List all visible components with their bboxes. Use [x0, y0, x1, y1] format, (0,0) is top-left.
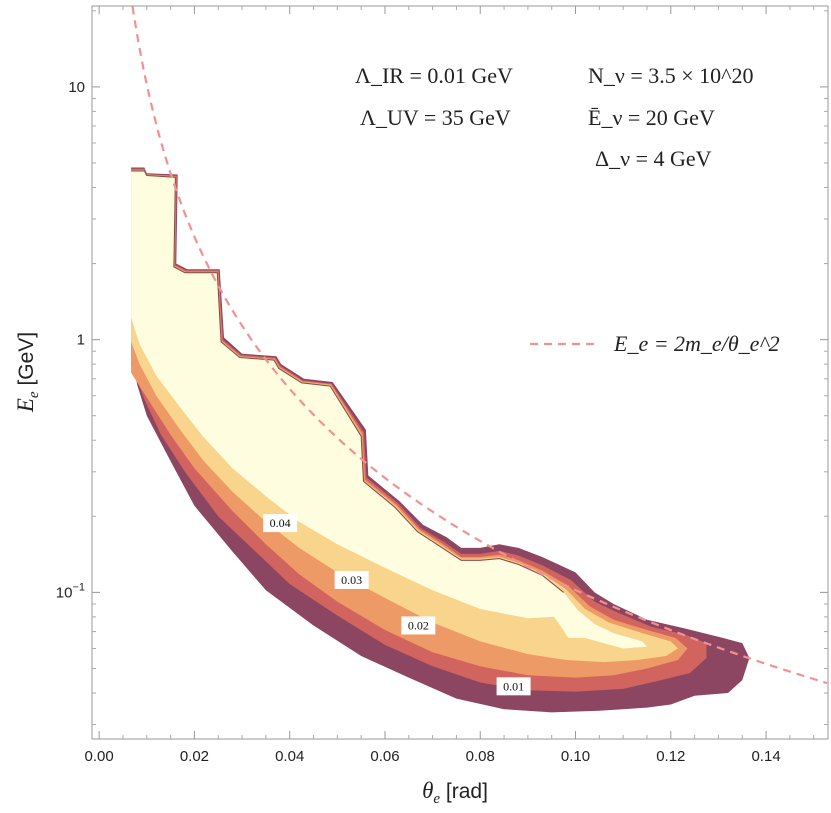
contour-label-0.04: 0.04 [263, 514, 298, 533]
x-axis-symbol: θ [422, 778, 433, 803]
y-axis: 10 1 10−1 [56, 10, 828, 726]
x-axis-unit: [rad] [440, 780, 488, 803]
x-tick-label: 0.08 [466, 748, 495, 765]
x-tick-label: 0.14 [751, 748, 780, 765]
contour-label-box [263, 514, 298, 533]
y-tick-label: 10−1 [56, 581, 85, 601]
x-tick-label: 0.12 [656, 748, 685, 765]
x-tick-label: 0.00 [85, 748, 114, 765]
y-axis-symbol: E [13, 398, 38, 413]
annotation-lambda-ir: Λ_IR = 0.01 GeV [355, 63, 513, 88]
contour-label-text: 0.02 [408, 618, 429, 632]
y-axis-title: Ee [GeV] [13, 332, 42, 413]
y-axis-subscript: e [26, 391, 42, 398]
contour-label-0.01: 0.01 [496, 677, 531, 696]
contour-label-0.03: 0.03 [334, 570, 369, 589]
annotation-e-nu: Ē_ν = 20 GeV [588, 105, 715, 130]
annotation-n-nu: N_ν = 3.5 × 10^20 [588, 63, 753, 88]
x-tick-label: 0.10 [561, 748, 590, 765]
contour-label-box [334, 570, 369, 589]
x-axis: 0.00 0.02 0.04 0.06 0.08 0.10 0.12 0.14 [85, 6, 815, 765]
inner-region-edge [131, 170, 564, 593]
contour-label-box [496, 677, 531, 696]
annotation-delta-nu: Δ_ν = 4 GeV [595, 146, 712, 171]
region-level-inner [131, 170, 648, 649]
x-tick-label: 0.06 [370, 748, 399, 765]
contour-labels: 0.04 0.03 0.02 0.01 [263, 514, 531, 696]
x-axis-subscript: e [433, 791, 440, 807]
contour-label-0.02: 0.02 [401, 616, 436, 635]
contour-label-text: 0.01 [503, 679, 524, 693]
contour-label-text: 0.03 [341, 573, 362, 587]
y-tick-label: 10 [68, 79, 85, 96]
x-axis-title: θe [rad] [422, 778, 488, 807]
contour-label-box [401, 616, 436, 635]
legend-label: E_e = 2m_e/θ_e^2 [613, 331, 780, 356]
contour-label-text: 0.04 [270, 516, 291, 530]
annotation-lambda-uv: Λ_UV = 35 GeV [360, 105, 511, 130]
legend: E_e = 2m_e/θ_e^2 [530, 331, 780, 356]
curve-layer [131, 6, 828, 685]
x-tick-label: 0.04 [275, 748, 304, 765]
contour-regions [131, 167, 750, 713]
x-tick-label: 0.02 [180, 748, 209, 765]
region-level-0.02 [131, 168, 707, 692]
y-tick-label: 1 [77, 332, 85, 349]
curve-2me-over-theta-squared [131, 6, 828, 685]
plot-frame [91, 5, 829, 740]
y-axis-unit: [GeV] [15, 332, 38, 392]
